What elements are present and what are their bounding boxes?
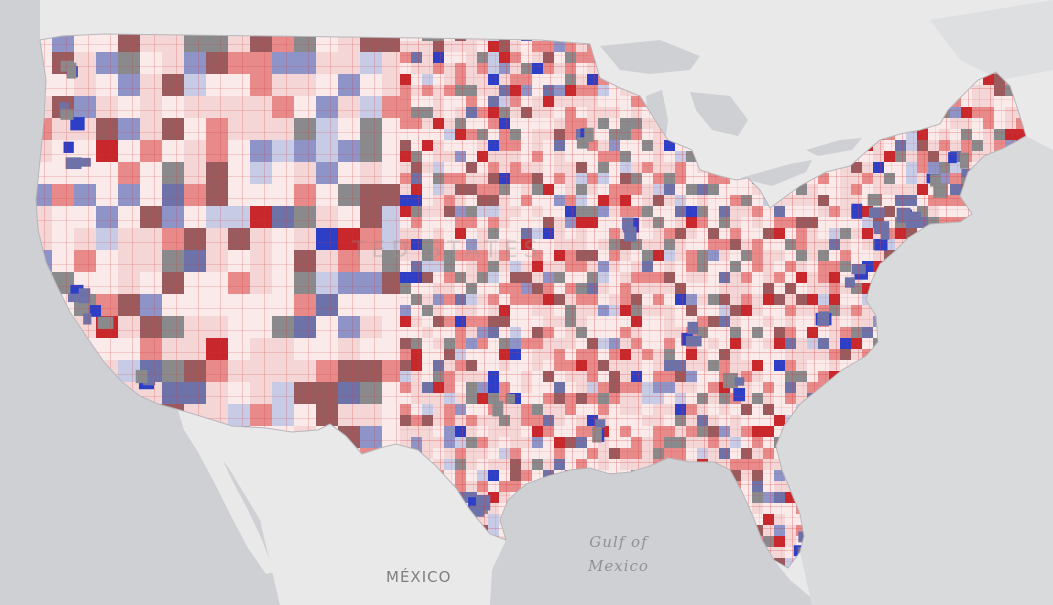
lake-huron bbox=[690, 92, 748, 136]
gulf-of-saint-lawrence bbox=[930, 0, 1053, 80]
gulf-label-line2: Mexico bbox=[588, 557, 649, 575]
gulf-label-line1: Gulf of bbox=[589, 533, 648, 551]
gulf-of-mexico bbox=[490, 458, 820, 605]
baja-california-land bbox=[178, 410, 274, 574]
atlantic-ocean bbox=[776, 136, 1053, 605]
gulf-of-mexico-label: Gulf of Mexico bbox=[588, 530, 649, 578]
lake-erie bbox=[740, 160, 812, 186]
lake-ontario bbox=[806, 138, 862, 156]
lake-superior bbox=[600, 40, 700, 74]
mexico-label: MÉXICO bbox=[386, 568, 452, 586]
country-watermark-label: TED STATES bbox=[352, 238, 544, 263]
us-national-boundary bbox=[35, 33, 1027, 569]
